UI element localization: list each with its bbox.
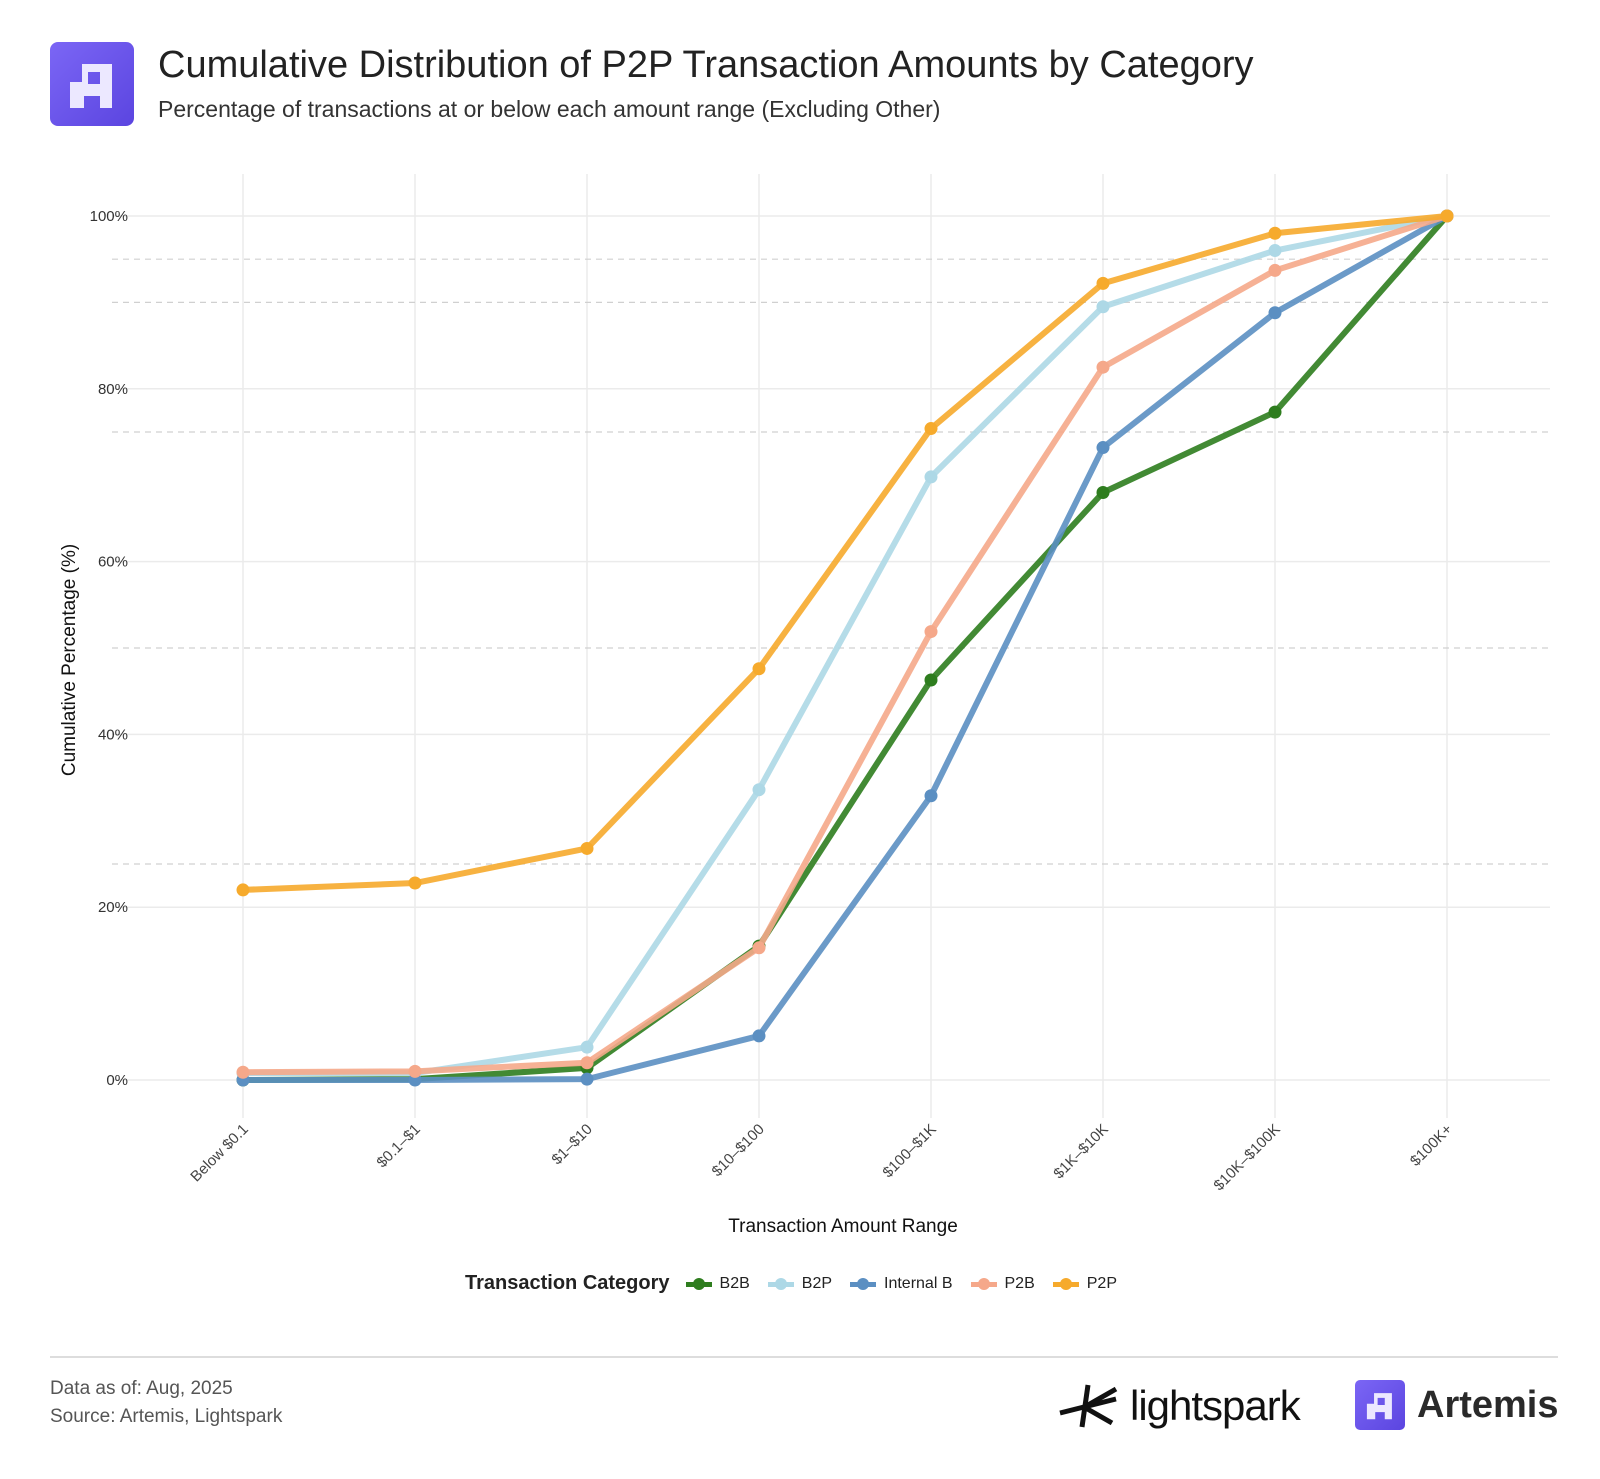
y-tick-label: 80% xyxy=(98,381,128,398)
data-point xyxy=(752,662,766,676)
y-axis-label: Cumulative Percentage (%) xyxy=(59,544,80,776)
data-point xyxy=(1268,244,1282,258)
data-point xyxy=(924,789,938,803)
chart-title: Cumulative Distribution of P2P Transacti… xyxy=(158,44,1254,86)
data-point xyxy=(580,1072,594,1086)
data-point xyxy=(1096,300,1110,314)
data-point xyxy=(1096,485,1110,499)
data-point xyxy=(236,1065,250,1079)
data-point xyxy=(408,1064,422,1078)
source: Source: Artemis, Lightspark xyxy=(50,1406,283,1427)
artemis-wordmark: Artemis xyxy=(1417,1383,1559,1426)
data-point xyxy=(752,783,766,797)
series-line xyxy=(240,213,1450,1076)
data-point xyxy=(1268,226,1282,240)
lightspark-logo: lightspark xyxy=(1058,1382,1301,1430)
data-point xyxy=(1268,405,1282,419)
data-point xyxy=(408,876,422,890)
legend-key-icon xyxy=(685,1277,712,1291)
data-point xyxy=(1268,306,1282,320)
data-point xyxy=(580,1056,594,1070)
artemis-logo: Artemis xyxy=(1355,1380,1559,1430)
legend-label: B2P xyxy=(801,1274,833,1292)
legend-item: B2B xyxy=(685,1274,750,1293)
legend-label: P2B xyxy=(1004,1274,1035,1292)
legend-key-icon xyxy=(767,1277,794,1291)
legend-label: P2P xyxy=(1086,1274,1117,1292)
series-line xyxy=(240,213,1450,1077)
legend-item: P2P xyxy=(1052,1274,1117,1293)
data-point xyxy=(236,883,250,897)
x-tick-label: $1K–$10K xyxy=(1050,1121,1112,1183)
series-line xyxy=(240,213,1450,1083)
data-point xyxy=(1268,263,1282,277)
data-as-of: Data as of: Aug, 2025 xyxy=(50,1378,233,1399)
data-point xyxy=(1096,360,1110,374)
data-point xyxy=(1096,441,1110,455)
x-tick-label: $1–$10 xyxy=(548,1121,595,1168)
data-point xyxy=(580,1040,594,1054)
artemis-icon xyxy=(1355,1380,1405,1430)
series-p2p xyxy=(236,209,1454,897)
x-tick-label: $0.1–$1 xyxy=(373,1121,423,1171)
data-point xyxy=(924,470,938,484)
legend-item: B2P xyxy=(767,1274,833,1293)
y-tick-label: 100% xyxy=(90,208,128,225)
series-p2b xyxy=(236,209,1454,1079)
data-point xyxy=(1096,276,1110,290)
legend-title: Transaction Category xyxy=(465,1272,670,1294)
x-tick-label: $100K+ xyxy=(1407,1121,1456,1170)
x-tick-label: $100–$1K xyxy=(879,1121,939,1181)
legend-item: Internal B xyxy=(850,1274,953,1293)
series-b2p xyxy=(236,209,1454,1080)
legend-key-icon xyxy=(850,1277,877,1291)
line-chart: 0% 20% 40% 60% 80% 100% Below $0.1 $0.1–$1 $1–$… xyxy=(59,174,1550,1237)
x-tick-label: $10–$100 xyxy=(709,1121,768,1180)
x-tick-label: $10K–$100K xyxy=(1210,1121,1283,1194)
y-tick-label: 20% xyxy=(98,899,128,916)
data-point xyxy=(752,1029,766,1043)
y-tick-label: 40% xyxy=(98,726,128,743)
data-point xyxy=(752,941,766,955)
data-point xyxy=(924,422,938,436)
legend-label: B2B xyxy=(719,1274,750,1292)
data-point xyxy=(580,841,594,855)
data-point xyxy=(1440,209,1454,223)
x-axis-label: Transaction Amount Range xyxy=(728,1216,958,1237)
artemis-logo-icon xyxy=(50,42,134,126)
x-tick-label: Below $0.1 xyxy=(187,1121,252,1186)
chart-subtitle: Percentage of transactions at or below e… xyxy=(158,96,941,122)
lightspark-spark-icon xyxy=(1059,1384,1118,1428)
legend-key-icon xyxy=(1052,1277,1079,1291)
legend-item: P2B xyxy=(970,1274,1035,1293)
footer-divider xyxy=(50,1356,1558,1358)
y-tick-label: 0% xyxy=(106,1072,128,1089)
legend-label: Internal B xyxy=(884,1274,953,1292)
series-line xyxy=(240,213,1450,893)
legend: Transaction Category B2B B2P Internal B P2B… xyxy=(0,1272,1600,1295)
legend-key-icon xyxy=(970,1277,997,1291)
data-point xyxy=(924,673,938,687)
data-point xyxy=(924,625,938,639)
y-tick-label: 60% xyxy=(98,554,128,571)
lightspark-wordmark: lightspark xyxy=(1130,1382,1301,1429)
